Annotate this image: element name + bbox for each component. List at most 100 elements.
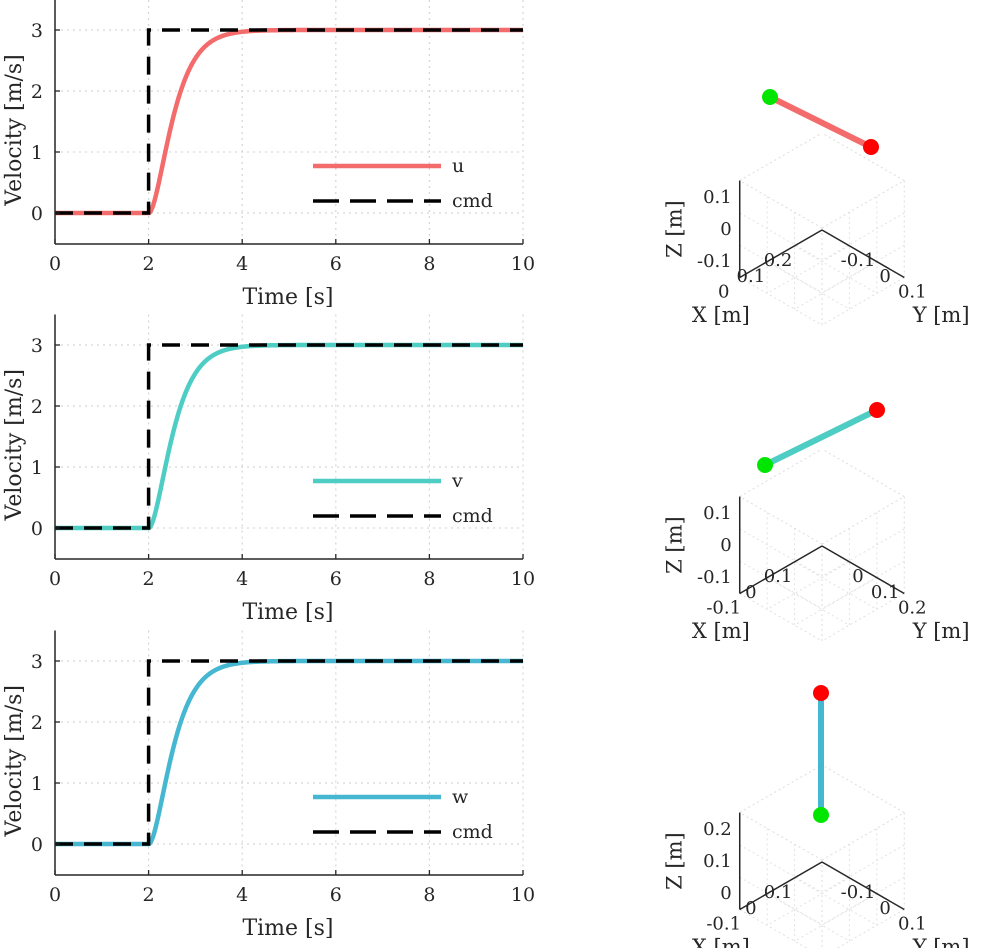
- end-marker: [813, 685, 829, 701]
- y-tick-label: 2: [31, 396, 43, 418]
- grid-line-3d: [821, 212, 905, 261]
- grid-line-3d: [821, 764, 905, 814]
- x-axis-label-3d: X [m]: [692, 935, 750, 948]
- z-axis-label-3d: Z [m]: [663, 200, 687, 258]
- x-axis-label: Time [s]: [242, 916, 333, 941]
- position-3d-panel-1: 00.10.2 -0.100.1-0.100.1X [m] Y [m]Z [m]: [663, 89, 970, 327]
- legend-label-u: u: [452, 155, 464, 177]
- position-3d-panel-3: -0.100.1 -0.100.100.10.2X [m] Y [m]Z [m]: [663, 685, 970, 948]
- grid-line-3d: [794, 261, 878, 310]
- y-axis-3d: [821, 861, 905, 911]
- grid-line-3d: [821, 560, 905, 610]
- x-tick-label-3d: -0.1: [706, 597, 741, 618]
- x-tick-label: 6: [330, 253, 342, 275]
- x-tick-label: 4: [236, 253, 248, 275]
- y-tick-label: 3: [31, 335, 43, 357]
- grid-line-3d: [821, 244, 905, 294]
- y-axis-label-3d: Y [m]: [912, 619, 970, 643]
- grid-line-3d: [739, 277, 823, 326]
- grid-line-3d: [739, 844, 823, 893]
- y-tick-label: 2: [31, 81, 43, 103]
- grid-line-3d: [739, 132, 823, 182]
- series-line-cmd: [55, 28, 523, 215]
- end-marker: [863, 139, 879, 155]
- grid-line-3d: [794, 877, 878, 926]
- velocity-panel-3: 0 2 4 6 8 10 0 1 2 3 Time [s] Velocity [m/s] w cmd: [2, 630, 535, 941]
- grid-line-3d: [739, 448, 823, 498]
- grid-line-3d: [739, 528, 823, 577]
- legend-label-v: v: [451, 470, 463, 492]
- trajectory-line: [768, 94, 873, 150]
- x-axis-label: Time [s]: [242, 285, 333, 310]
- z-tick-label-3d: 0.2: [703, 819, 732, 840]
- x-tick-label-3d: 0.1: [764, 882, 793, 903]
- grid-line-3d: [836, 909, 905, 948]
- y-tick-label-3d: -0.1: [841, 882, 876, 903]
- grid-line-3d: [794, 245, 878, 294]
- legend-label-cmd: cmd: [452, 190, 493, 212]
- y-tick-label-3d: -0.1: [841, 250, 876, 271]
- start-marker: [762, 89, 778, 105]
- x-tick-label-3d: 0: [718, 281, 729, 302]
- x-axis-3d: [739, 861, 823, 911]
- start-marker: [813, 807, 829, 823]
- x-tick-label-3d: 0: [745, 898, 756, 919]
- y-axis-3d: [821, 545, 905, 595]
- y-tick-label: 1: [31, 773, 43, 795]
- grid-line-3d: [821, 496, 905, 545]
- grid-line-3d: [739, 560, 823, 610]
- y-axis-3d: [821, 229, 905, 279]
- x-tick-label: 2: [143, 884, 155, 906]
- y-axis-label-3d: Y [m]: [912, 935, 970, 948]
- start-marker: [757, 457, 773, 473]
- grid-line-3d: [739, 876, 823, 926]
- x-tick-label-3d: 0.1: [764, 566, 793, 587]
- grid-line-3d: [739, 496, 823, 545]
- y-tick-label: 0: [31, 834, 43, 856]
- x-tick-label: 10: [511, 568, 535, 590]
- x-tick-label: 6: [330, 884, 342, 906]
- z-tick-label-3d: 0: [720, 219, 731, 240]
- x-axis-label-3d: X [m]: [692, 303, 750, 327]
- y-tick-label-3d: 0: [852, 566, 863, 587]
- x-tick-label: 2: [143, 568, 155, 590]
- velocity-panel-2: 0 2 4 6 8 10 0 1 2 3 Time [s] Velocity [m/s] v cmd: [2, 314, 535, 625]
- x-axis-label-3d: X [m]: [692, 619, 750, 643]
- grid-line-3d: [794, 577, 878, 626]
- x-tick-label: 8: [423, 568, 435, 590]
- z-tick-label-3d: -0.1: [697, 567, 732, 588]
- grid-line-3d: [821, 844, 905, 893]
- grid-line-3d: [794, 893, 878, 942]
- x-tick-label: 0: [49, 253, 61, 275]
- x-tick-label: 4: [236, 568, 248, 590]
- grid-line-3d: [821, 277, 905, 326]
- series-line-cmd: [55, 659, 523, 846]
- x-tick-label: 8: [423, 884, 435, 906]
- y-tick-label: 0: [31, 203, 43, 225]
- grid-line-3d: [821, 132, 905, 182]
- y-axis-label-3d: Y [m]: [912, 303, 970, 327]
- trajectory-line: [763, 407, 879, 468]
- x-tick-label: 8: [423, 253, 435, 275]
- z-tick-label-3d: 0: [720, 883, 731, 904]
- y-tick-label-3d: 0.1: [898, 913, 927, 934]
- position-3d-panel-2: -0.100.1 00.10.2-0.100.1X [m] Y [m]Z [m]: [663, 402, 970, 643]
- y-tick-label: 2: [31, 712, 43, 734]
- x-tick-label-3d: -0.1: [706, 913, 741, 934]
- y-tick-label-3d: 0.2: [898, 597, 927, 618]
- series-line-v: [53, 342, 525, 531]
- x-tick-label: 10: [511, 253, 535, 275]
- y-tick-label: 3: [31, 20, 43, 42]
- y-axis-label: Velocity [m/s]: [2, 369, 27, 522]
- z-tick-label-3d: -0.1: [697, 251, 732, 272]
- y-tick-label-3d: 0: [879, 898, 890, 919]
- y-tick-label: 1: [31, 142, 43, 164]
- legend-label-cmd: cmd: [452, 821, 493, 843]
- end-marker: [869, 402, 885, 418]
- grid-line-3d: [766, 261, 850, 310]
- x-tick-label: 0: [49, 568, 61, 590]
- y-tick-label: 0: [31, 518, 43, 540]
- grid-line-3d: [766, 577, 850, 626]
- x-axis-label: Time [s]: [242, 600, 333, 625]
